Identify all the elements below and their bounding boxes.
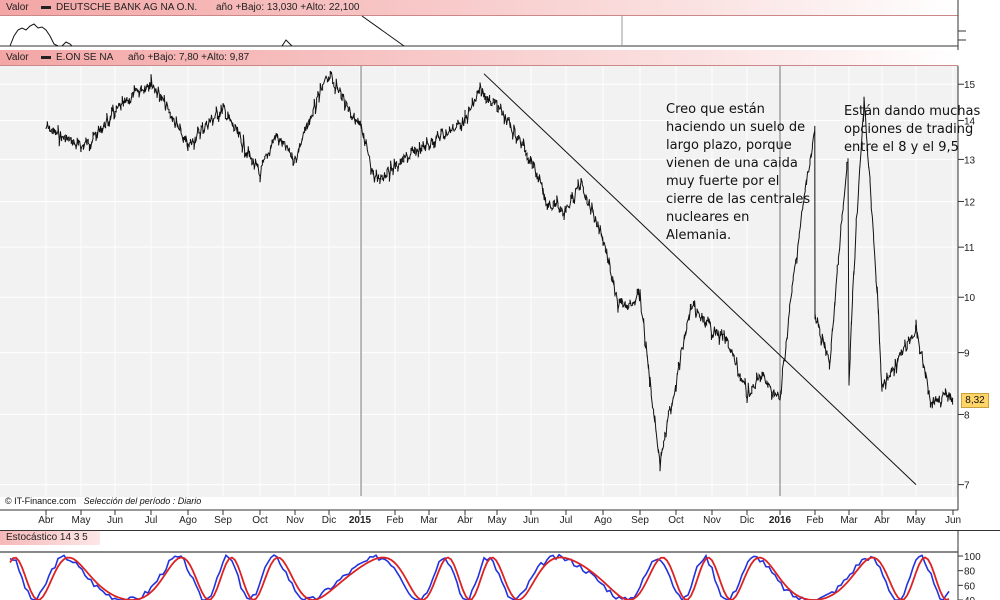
- credit-period: Selección del período : Diario: [83, 496, 202, 506]
- x-tick-label: Nov: [703, 515, 721, 526]
- x-tick-label: Oct: [252, 515, 268, 526]
- top-series-line-2: [61, 41, 73, 47]
- main-chart-label: Valor: [6, 52, 29, 63]
- x-tick-label: Jun: [107, 515, 123, 526]
- stoch-tick-label: 80: [964, 567, 976, 578]
- x-tick-label: Feb: [386, 515, 404, 526]
- x-tick-label: Dic: [322, 515, 336, 526]
- x-tick-label: Dic: [740, 515, 754, 526]
- x-tick-label: Abr: [38, 515, 54, 526]
- stoch-tick-label: 60: [964, 581, 976, 592]
- x-tick-label: Ago: [179, 515, 197, 526]
- top-series-line-3: [281, 39, 293, 47]
- last-price-tag: 8,32: [961, 393, 989, 408]
- note-2-line: entre el 8 y el 9,5: [844, 140, 959, 155]
- chart-credit: © IT-Finance.com Selección del período :…: [5, 496, 201, 506]
- stochastic-k-line: [9, 553, 950, 600]
- top-chart-label: Valor: [6, 2, 29, 13]
- x-tick-label: Jul: [145, 515, 158, 526]
- x-tick-label: Abr: [874, 515, 890, 526]
- y-tick-label: 8: [964, 410, 970, 421]
- top-range-text: año +Bajo: 13,030 +Alto: 22,100: [216, 2, 360, 13]
- top-chart-panel: Valor DEUTSCHE BANK AG NA O.N. año +Bajo…: [0, 0, 1000, 50]
- x-tick-label: Sep: [214, 515, 232, 526]
- x-tick-label: May: [488, 515, 507, 526]
- x-tick-label: Mar: [840, 515, 858, 526]
- y-tick-label: 7: [964, 481, 970, 492]
- x-tick-label: Feb: [806, 515, 824, 526]
- stochastic-header: Estocástico 14 3 5: [0, 530, 100, 545]
- top-series-line: [9, 23, 59, 47]
- x-tick-label: Abr: [457, 515, 473, 526]
- downtrend-line: [483, 73, 917, 485]
- main-range-text: año +Bajo: 7,80 +Alto: 9,87: [128, 52, 250, 63]
- y-tick-label: 10: [964, 293, 976, 304]
- note-2-line: opciones de trading: [844, 122, 974, 137]
- stochastic-label: Estocástico 14 3 5: [6, 532, 88, 543]
- main-chart-header: Valor E.ON SE NA año +Bajo: 7,80 +Alto: …: [0, 50, 958, 66]
- note-1-line: muy fuerte por el: [666, 174, 780, 189]
- main-chart-svg: 15 14 13 12 11 10 9 8 7 Abr May Jun Jul Ago Sep Oct Nov…: [0, 66, 976, 526]
- y-tick-label: 13: [964, 155, 976, 166]
- note-1-line: vienen de una caida: [666, 156, 798, 171]
- y-tick-label: 15: [964, 80, 976, 91]
- x-tick-label: Jul: [560, 515, 573, 526]
- top-chart-header: Valor DEUTSCHE BANK AG NA O.N. año +Bajo…: [0, 0, 958, 16]
- x-tick-label: May: [72, 515, 91, 526]
- note-1-line: nucleares en: [666, 210, 750, 225]
- stoch-tick-label: 100: [964, 552, 981, 563]
- x-tick-label: 2016: [769, 515, 792, 526]
- stochastic-svg: 100 80 60 40: [0, 530, 1000, 600]
- stochastic-panel: Estocástico 14 3 5 100 80 60 40: [0, 530, 1000, 600]
- x-tick-label: Sep: [631, 515, 649, 526]
- price-series-line: [45, 70, 954, 472]
- x-tick-label: Oct: [668, 515, 684, 526]
- top-series-name: DEUTSCHE BANK AG NA O.N.: [56, 2, 198, 13]
- x-tick-label: Mar: [420, 515, 438, 526]
- x-tick-label: Nov: [286, 515, 304, 526]
- x-tick-label: 2015: [349, 515, 372, 526]
- x-tick-label: Ago: [594, 515, 612, 526]
- main-series-name: E.ON SE NA: [56, 52, 114, 63]
- y-tick-label: 9: [964, 349, 970, 360]
- top-trendline: [361, 15, 405, 47]
- top-chart-svg: [0, 0, 966, 50]
- annotation-note-1: Creo que están haciendo un suelo de larg…: [666, 101, 810, 245]
- note-1-line: cierre de las centrales: [666, 192, 811, 207]
- stochastic-d-line: [9, 556, 950, 600]
- note-1-line: largo plazo, porque: [666, 138, 792, 153]
- stoch-tick-label: 40: [964, 596, 976, 600]
- x-tick-label: May: [907, 515, 926, 526]
- note-1-line: Creo que están: [666, 102, 765, 117]
- y-tick-label: 14: [964, 116, 976, 127]
- note-1-line: Alemania.: [666, 228, 732, 243]
- x-tick-label: Jun: [523, 515, 539, 526]
- y-tick-label: 11: [964, 243, 975, 254]
- note-1-line: haciendo un suelo de: [666, 120, 806, 135]
- y-tick-label: 12: [964, 197, 976, 208]
- note-2-line: Están dando muchas: [844, 104, 981, 119]
- annotation-note-2: Están dando muchas opciones de trading e…: [844, 103, 980, 157]
- credit-logo: © IT-Finance.com: [5, 496, 77, 506]
- x-tick-label: Jun: [945, 515, 961, 526]
